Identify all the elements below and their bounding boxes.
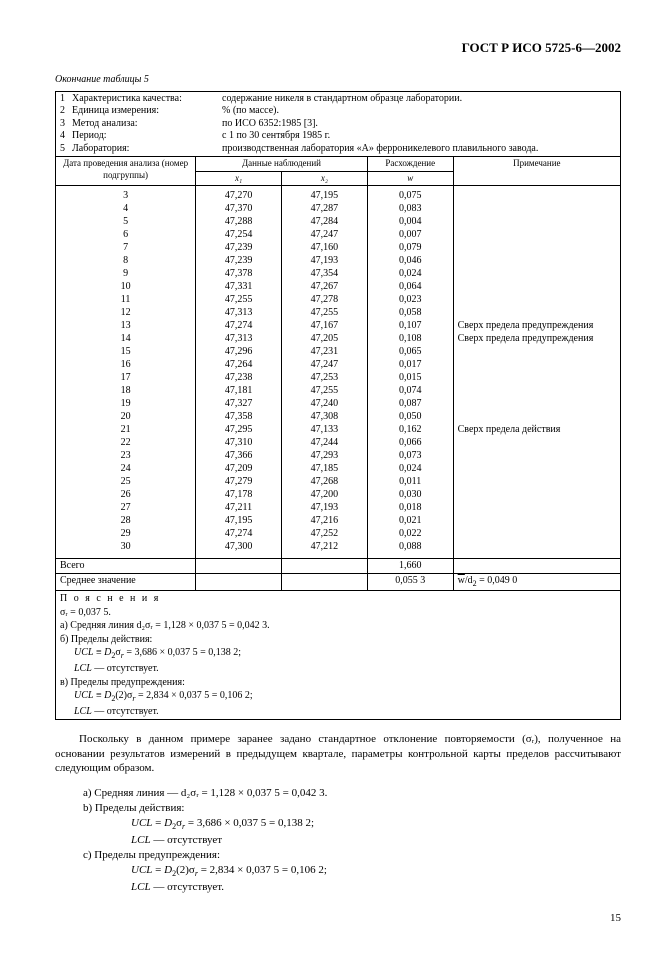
- page: ГОСТ Р ИСО 5725-6—2002 Окончание таблицы…: [0, 0, 661, 956]
- total-label: Всего: [56, 558, 196, 574]
- info-list: 1Характеристика качества:содержание нике…: [60, 93, 616, 156]
- explanations: П о я с н е н и я σᵣ = 0,037 5. а) Средн…: [56, 591, 621, 720]
- table-column: 47,27047,37047,28847,25447,23947,23947,3…: [196, 185, 282, 558]
- mean-note: w/d2 = 0,049 0: [453, 574, 620, 591]
- page-number: 15: [55, 912, 621, 926]
- doc-header: ГОСТ Р ИСО 5725-6—2002: [55, 40, 621, 56]
- table-caption: Окончание таблицы 5: [55, 74, 621, 87]
- col-w: w: [367, 171, 453, 185]
- col-x2: x₂: [281, 171, 367, 185]
- mean-label: Среднее значение: [56, 574, 196, 591]
- mean-w: 0,055 3: [367, 574, 453, 591]
- col-diff: Расхождение: [367, 157, 453, 171]
- table-column: 47,19547,28747,28447,24747,16047,19347,3…: [281, 185, 367, 558]
- main-table: 1Характеристика качества:содержание нике…: [55, 91, 621, 721]
- table-column: 0,0750,0830,0040,0070,0790,0460,0240,064…: [367, 185, 453, 558]
- after-list: a) Средняя линия — d₂σᵣ = 1,128 × 0,037 …: [83, 786, 621, 894]
- col-date: Дата проведения анализа (номер подгруппы…: [56, 157, 196, 186]
- table-column: Сверх предела предупрежденияСверх предел…: [453, 185, 620, 558]
- table-column: 3456789101112131415161718192021222324252…: [56, 185, 196, 558]
- col-data: Данные наблюдений: [196, 157, 368, 171]
- col-x1: x₁: [196, 171, 282, 185]
- total-w: 1,660: [367, 558, 453, 574]
- col-note: Примечание: [453, 157, 620, 186]
- after-paragraph: Поскольку в данном примере заранее задан…: [55, 732, 621, 775]
